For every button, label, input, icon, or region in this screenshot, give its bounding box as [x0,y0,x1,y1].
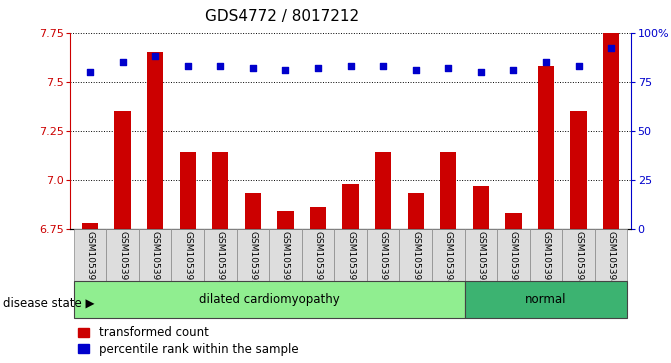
Text: GSM1053918: GSM1053918 [151,231,160,292]
FancyBboxPatch shape [464,281,627,318]
Text: GSM1053940: GSM1053940 [574,231,583,292]
Text: GSM1053922: GSM1053922 [476,231,485,292]
Point [541,59,552,65]
Point [606,45,617,51]
Legend: transformed count, percentile rank within the sample: transformed count, percentile rank withi… [76,325,299,357]
Bar [147,52,163,229]
Text: GSM1053917: GSM1053917 [118,231,127,292]
Text: GSM1053933: GSM1053933 [313,231,323,292]
Point [345,63,356,69]
Text: GSM1053942: GSM1053942 [607,231,616,292]
Point [85,69,95,75]
Bar [603,33,619,229]
FancyBboxPatch shape [269,229,302,281]
Point [150,53,160,59]
Bar [538,66,554,229]
Bar [82,223,98,229]
Point [117,59,128,65]
Bar [310,207,326,229]
Bar [570,111,586,229]
FancyBboxPatch shape [562,229,595,281]
Point [508,67,519,73]
Point [313,65,323,71]
Point [215,63,225,69]
Point [476,69,486,75]
Point [378,63,389,69]
FancyBboxPatch shape [139,229,171,281]
FancyBboxPatch shape [530,229,562,281]
FancyBboxPatch shape [399,229,432,281]
Text: normal: normal [525,293,567,306]
Bar [505,213,521,229]
Point [443,65,454,71]
Text: GSM1053919: GSM1053919 [183,231,192,292]
Bar [277,211,294,229]
FancyBboxPatch shape [464,229,497,281]
Text: GSM1053941: GSM1053941 [444,231,453,292]
Text: GSM1053935: GSM1053935 [346,231,355,292]
Text: GSM1053924: GSM1053924 [216,231,225,292]
Bar [375,152,391,229]
Bar [245,193,261,229]
FancyBboxPatch shape [204,229,237,281]
Text: GSM1053915: GSM1053915 [85,231,95,292]
Bar [180,152,196,229]
Text: GSM1053938: GSM1053938 [411,231,420,292]
FancyBboxPatch shape [432,229,464,281]
Text: GSM1053929: GSM1053929 [509,231,518,292]
Text: disease state ▶: disease state ▶ [3,297,95,310]
Point [183,63,193,69]
Text: GSM1053937: GSM1053937 [378,231,388,292]
FancyBboxPatch shape [367,229,399,281]
FancyBboxPatch shape [106,229,139,281]
FancyBboxPatch shape [74,229,106,281]
FancyBboxPatch shape [595,229,627,281]
Bar [212,152,228,229]
FancyBboxPatch shape [74,281,464,318]
Text: GSM1053926: GSM1053926 [281,231,290,292]
Text: GDS4772 / 8017212: GDS4772 / 8017212 [205,9,359,24]
Point [411,67,421,73]
Bar [115,111,131,229]
Bar [440,152,456,229]
FancyBboxPatch shape [302,229,334,281]
Bar [473,185,489,229]
FancyBboxPatch shape [334,229,367,281]
FancyBboxPatch shape [497,229,530,281]
Point [573,63,584,69]
Point [280,67,291,73]
FancyBboxPatch shape [171,229,204,281]
Bar [342,184,359,229]
Bar [407,193,424,229]
Text: GSM1053925: GSM1053925 [248,231,258,292]
Text: GSM1053939: GSM1053939 [541,231,550,292]
Text: dilated cardiomyopathy: dilated cardiomyopathy [199,293,340,306]
Point [248,65,258,71]
FancyBboxPatch shape [237,229,269,281]
